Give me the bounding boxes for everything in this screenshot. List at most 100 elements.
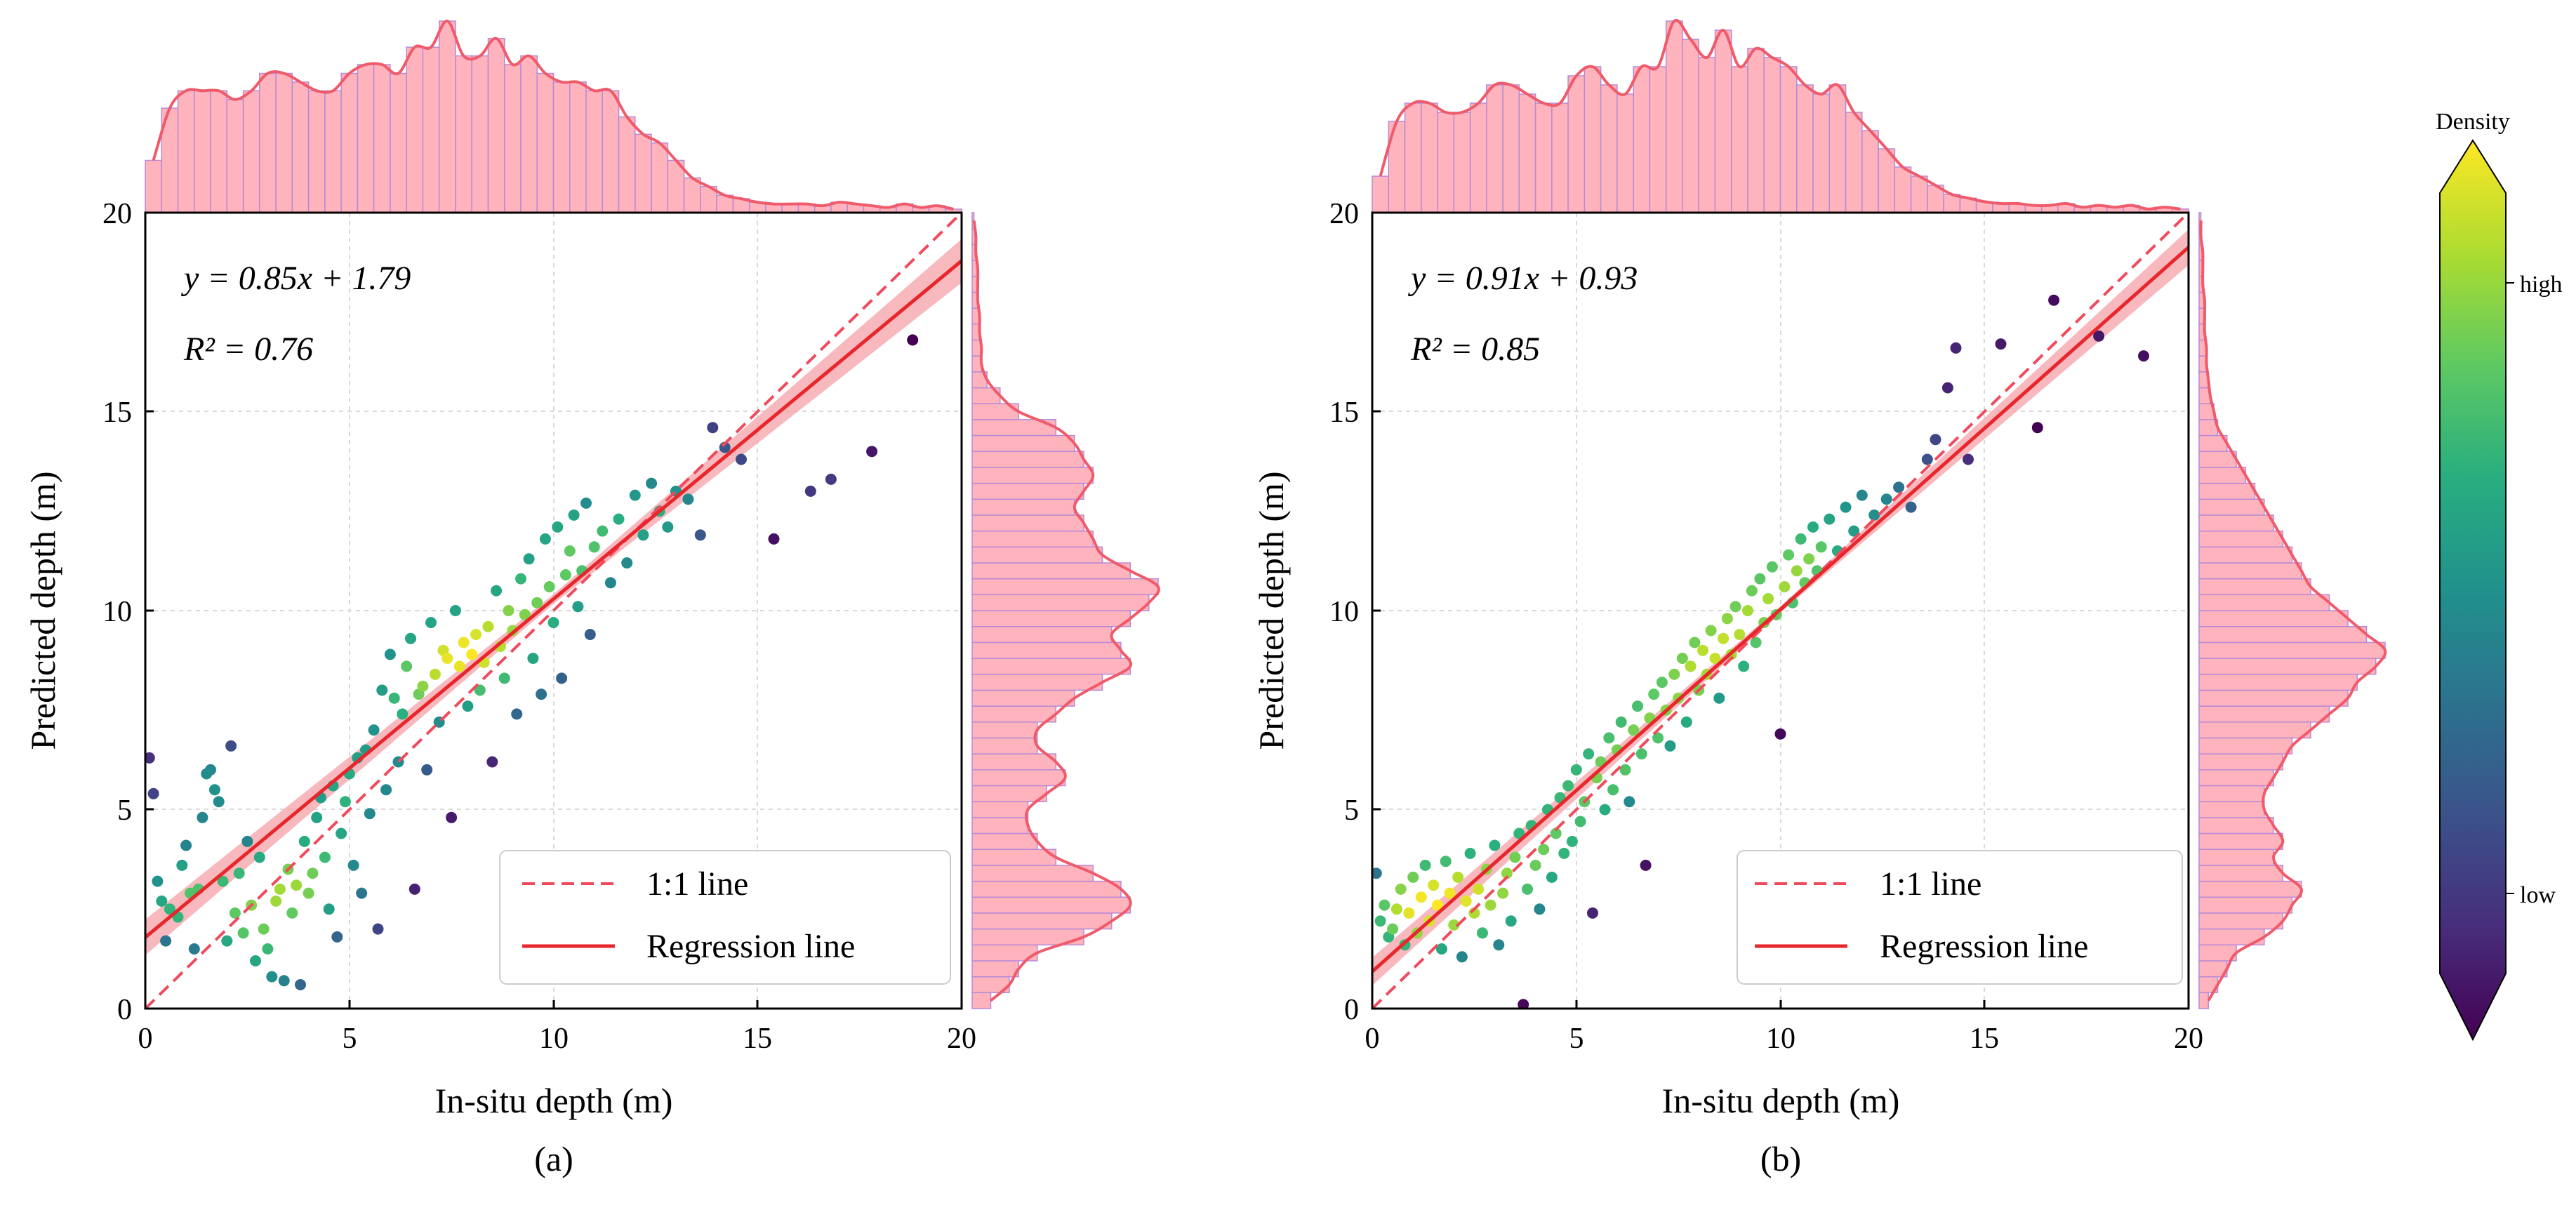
histogram-bar bbox=[2198, 482, 2256, 500]
scatter-point bbox=[1880, 493, 1892, 505]
scatter-point bbox=[164, 903, 175, 915]
histogram-bar bbox=[1404, 102, 1422, 213]
top-histogram-bars-a bbox=[145, 20, 962, 213]
histogram-bar bbox=[602, 90, 620, 213]
histogram-bar bbox=[971, 992, 992, 1009]
scatter-point bbox=[1762, 593, 1774, 604]
histogram-bar bbox=[971, 641, 1122, 659]
histogram-bar bbox=[1567, 75, 1586, 213]
scatter-point bbox=[1635, 748, 1647, 760]
scatter-point bbox=[368, 724, 380, 736]
scatter-point bbox=[539, 533, 551, 545]
scatter-point bbox=[147, 787, 159, 799]
scatter-point bbox=[1473, 883, 1485, 895]
x-ticks-a bbox=[144, 1000, 963, 1009]
histogram-bar bbox=[2198, 722, 2311, 739]
histogram-bar bbox=[2198, 817, 2274, 835]
scatter-point bbox=[1444, 887, 1456, 899]
y-ticks-b bbox=[1372, 211, 1381, 1010]
scatter-point bbox=[1619, 764, 1631, 776]
scatter-point bbox=[1407, 871, 1419, 883]
scatter-point bbox=[536, 689, 547, 700]
x-tick-label-b: 0 bbox=[1365, 1023, 1380, 1055]
histogram-bar bbox=[971, 514, 1084, 532]
scatter-point bbox=[1779, 581, 1791, 592]
scatter-point bbox=[580, 497, 592, 509]
scatter-point bbox=[1840, 501, 1852, 513]
scatter-point bbox=[201, 768, 213, 780]
histogram-bar bbox=[2198, 992, 2210, 1009]
scatter-point bbox=[384, 649, 396, 660]
scatter-point bbox=[298, 835, 310, 847]
scatter-point bbox=[323, 903, 335, 915]
x-tick-label-a: 5 bbox=[343, 1023, 357, 1055]
regression-line-a bbox=[145, 259, 962, 939]
scatter-point bbox=[1379, 899, 1390, 911]
scatter-point bbox=[2048, 294, 2060, 306]
histogram-bar bbox=[971, 467, 1094, 484]
scatter-point bbox=[278, 975, 290, 987]
colorbar-title: Density bbox=[2436, 109, 2510, 135]
histogram-bar bbox=[2198, 625, 2368, 644]
scatter-point bbox=[568, 509, 580, 521]
histogram-bar bbox=[1894, 166, 1912, 213]
histogram-bar bbox=[1502, 84, 1520, 213]
scatter-point bbox=[1615, 716, 1627, 728]
scatter-point bbox=[1795, 533, 1807, 545]
scatter-point bbox=[584, 629, 596, 640]
histogram-bar bbox=[971, 689, 1075, 707]
histogram-bar bbox=[1665, 20, 1683, 213]
scatter-point bbox=[556, 672, 568, 684]
histogram-bar bbox=[971, 625, 1113, 644]
scatter-point bbox=[694, 529, 706, 541]
scatter-point bbox=[682, 493, 694, 505]
scatter-point bbox=[266, 971, 278, 983]
histogram-bar bbox=[2198, 832, 2284, 850]
histogram-bar bbox=[2198, 737, 2293, 754]
scatter-point bbox=[1803, 553, 1815, 565]
scatter-point bbox=[286, 907, 298, 919]
scatter-point bbox=[1513, 827, 1525, 839]
colorbar-low-label: low bbox=[2520, 882, 2556, 908]
y-axis-title-a: Predicted depth (m) bbox=[23, 471, 62, 750]
y-ticks-a bbox=[145, 211, 154, 1010]
scatter-point bbox=[1415, 891, 1427, 903]
scatter-point bbox=[1624, 796, 1635, 808]
histogram-bar bbox=[422, 46, 440, 213]
top-histogram-a bbox=[145, 20, 962, 213]
scatter-point bbox=[1766, 561, 1778, 573]
scatter-point bbox=[233, 867, 245, 879]
histogram-bar bbox=[1486, 84, 1503, 213]
scatter-point bbox=[1534, 903, 1546, 915]
scatter-point bbox=[519, 609, 531, 620]
histogram-bar bbox=[971, 610, 1131, 627]
scatter-point bbox=[1419, 859, 1431, 871]
scatter-point bbox=[1452, 871, 1464, 883]
scatter-point bbox=[217, 875, 229, 887]
x-axis-title-b: In-situ depth (m) bbox=[1662, 1081, 1900, 1120]
scatter-point bbox=[1721, 613, 1733, 625]
scatter-point bbox=[1428, 879, 1440, 891]
scatter-point bbox=[1372, 867, 1382, 879]
scatter-point bbox=[1668, 668, 1680, 680]
histogram-bar bbox=[2198, 689, 2349, 707]
scatter-point bbox=[347, 859, 359, 871]
scatter-point bbox=[307, 867, 319, 879]
histogram-bar bbox=[487, 38, 505, 213]
scatter-point bbox=[1566, 835, 1578, 847]
scatter-point bbox=[401, 660, 413, 672]
scatter-point bbox=[1807, 521, 1819, 533]
scatter-point bbox=[511, 708, 523, 720]
scatter-point bbox=[646, 477, 658, 489]
histogram-bar bbox=[2198, 594, 2330, 611]
x-tick-label-b: 20 bbox=[2174, 1023, 2203, 1055]
histogram-bar bbox=[2198, 849, 2274, 866]
histogram-bar bbox=[1469, 102, 1487, 213]
histogram-bar bbox=[683, 177, 701, 213]
histogram-bar bbox=[2198, 498, 2265, 516]
scatter-point bbox=[291, 879, 303, 891]
scatter-point bbox=[2138, 350, 2149, 362]
colorbar-high-label: high bbox=[2520, 272, 2562, 298]
scatter-point bbox=[1460, 895, 1472, 907]
scatter-point bbox=[1930, 434, 1941, 446]
